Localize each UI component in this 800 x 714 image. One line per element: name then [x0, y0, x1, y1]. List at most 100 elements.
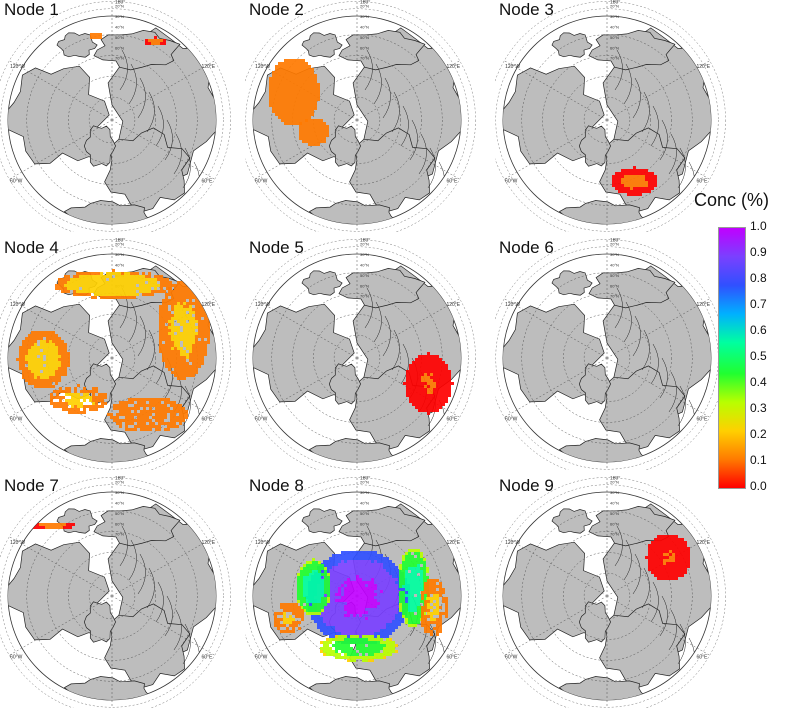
concentration-cell	[448, 385, 451, 388]
concentration-cell	[295, 609, 298, 612]
concentration-cell	[442, 400, 445, 403]
concentration-cell	[439, 379, 442, 382]
concentration-cell	[278, 86, 281, 89]
concentration-cell	[43, 352, 46, 355]
concentration-cell	[177, 290, 180, 293]
concentration-cell	[121, 272, 124, 275]
concentration-cell	[74, 396, 77, 399]
concentration-cell	[408, 564, 411, 567]
concentration-cell	[371, 584, 374, 587]
concentration-cell	[424, 606, 427, 609]
concentration-cell	[442, 588, 445, 591]
concentration-cell	[52, 361, 55, 364]
concentration-cell	[139, 278, 142, 281]
concentration-cell	[269, 104, 272, 107]
concentration-cell	[341, 629, 344, 632]
concentration-cell	[292, 603, 295, 606]
concentration-cell	[359, 632, 362, 635]
concentration-cell	[427, 582, 430, 585]
border-line	[668, 133, 677, 175]
concentration-cell	[159, 347, 162, 350]
concentration-cell	[198, 344, 201, 347]
concentration-cell	[618, 175, 621, 178]
concentration-cell	[95, 396, 98, 399]
concentration-cell	[633, 181, 636, 184]
concentration-cell	[97, 281, 100, 284]
concentration-cell	[142, 275, 145, 278]
concentration-cell	[113, 404, 116, 407]
concentration-cell	[335, 563, 338, 566]
concentration-cell	[290, 98, 293, 101]
concentration-cell	[374, 641, 377, 644]
concentration-cell	[162, 311, 165, 314]
concentration-cell	[386, 584, 389, 587]
concentration-cell	[421, 379, 424, 382]
concentration-cell	[332, 644, 335, 647]
concentration-cell	[335, 599, 338, 602]
concentration-cell	[615, 178, 618, 181]
concentration-cell	[77, 393, 80, 396]
concentration-cell	[402, 576, 405, 579]
concentration-cell	[318, 603, 321, 606]
concentration-cell	[347, 629, 350, 632]
concentration-cell	[350, 578, 353, 581]
concentration-cell	[67, 278, 70, 281]
concentration-cell	[327, 597, 330, 600]
concentration-cell	[624, 181, 627, 184]
concentration-cell	[383, 563, 386, 566]
concentration-cell	[22, 373, 25, 376]
concentration-cell	[287, 74, 290, 77]
concentration-cell	[418, 367, 421, 370]
concentration-cell	[177, 332, 180, 335]
concentration-cell	[678, 559, 681, 562]
concentration-cell	[392, 596, 395, 599]
concentration-cell	[180, 287, 183, 290]
concentration-cell	[389, 614, 392, 617]
concentration-cell	[130, 287, 133, 290]
concentration-cell	[85, 278, 88, 281]
concentration-cell	[415, 394, 418, 397]
concentration-cell	[654, 178, 657, 181]
concentration-cell	[341, 641, 344, 644]
concentration-cell	[660, 559, 663, 562]
concentration-cell	[398, 620, 401, 623]
concentration-cell	[424, 373, 427, 376]
concentration-cell	[155, 404, 158, 407]
concentration-cell	[442, 388, 445, 391]
outer-ring	[495, 484, 719, 708]
concentration-cell	[645, 181, 648, 184]
concentration-cell	[192, 320, 195, 323]
concentration-cell	[318, 612, 321, 615]
concentration-cell	[302, 122, 305, 125]
concentration-cell	[189, 356, 192, 359]
concentration-cell	[436, 585, 439, 588]
concentration-cell	[371, 569, 374, 572]
concentration-cell	[409, 376, 412, 379]
concentration-cell	[34, 331, 37, 334]
concentration-cell	[131, 422, 134, 425]
concentration-cell	[320, 641, 323, 644]
concentration-cell	[368, 644, 371, 647]
concentration-cell	[645, 172, 648, 175]
concentration-cell	[321, 600, 324, 603]
latitude-label: 30°N	[360, 490, 369, 495]
concentration-cell	[52, 334, 55, 337]
border-line	[668, 609, 677, 651]
concentration-cell	[350, 623, 353, 626]
concentration-cell	[657, 559, 660, 562]
concentration-cell	[88, 281, 91, 284]
concentration-cell	[341, 575, 344, 578]
concentration-cell	[28, 364, 31, 367]
concentration-cell	[177, 344, 180, 347]
concentration-cell	[636, 193, 639, 196]
concentration-cell	[386, 581, 389, 584]
concentration-cell	[305, 110, 308, 113]
concentration-cell	[392, 626, 395, 629]
concentration-cell	[275, 101, 278, 104]
concentration-cell	[180, 305, 183, 308]
concentration-cell	[405, 615, 408, 618]
concentration-cell	[639, 169, 642, 172]
concentration-cell	[25, 337, 28, 340]
concentration-cell	[67, 364, 70, 367]
concentration-cell	[162, 350, 165, 353]
